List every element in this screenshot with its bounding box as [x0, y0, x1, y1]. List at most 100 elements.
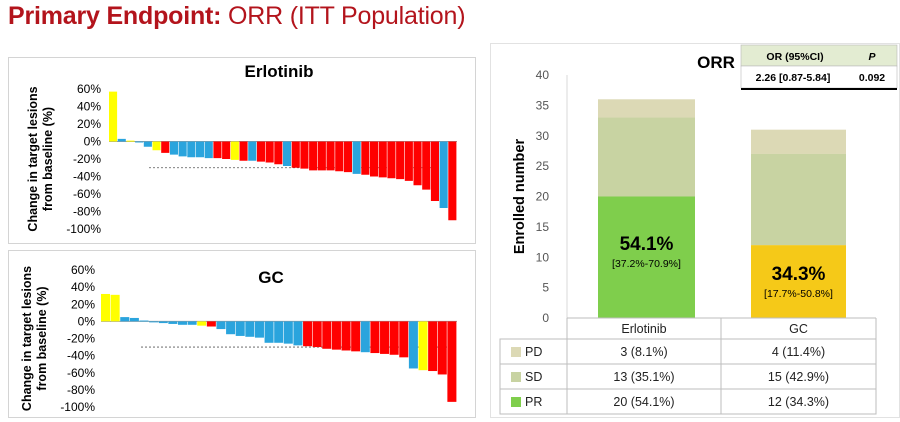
gc-bar — [235, 321, 245, 336]
stats-table-or-value: 2.26 [0.87-5.84] — [756, 72, 831, 84]
orr-ytick-label: 40 — [536, 68, 550, 82]
gc-waterfall-panel: GC Change in target lesionsfrom baseline … — [8, 250, 476, 418]
erlotinib-bar — [387, 141, 396, 179]
gc-bar — [322, 321, 332, 349]
orr-ytick-label: 0 — [542, 311, 549, 325]
table-legend-swatch — [511, 347, 521, 357]
gc-ytick-label: -100% — [60, 400, 95, 414]
gc-bar — [408, 321, 418, 369]
erlotinib-ytick-label: 60% — [77, 82, 101, 96]
gc-bar — [437, 321, 447, 375]
erlotinib-bar — [196, 141, 205, 158]
erlotinib-bar — [422, 141, 431, 190]
gc-bar — [303, 321, 313, 347]
orr-annotation-ci: [17.7%-50.8%] — [764, 288, 833, 300]
table-cell: 3 (8.1%) — [620, 345, 667, 359]
erlotinib-ylabel-line1: Change in target lesions — [26, 86, 40, 231]
orr-ytick-label: 5 — [542, 281, 549, 295]
erlotinib-bar — [135, 141, 144, 143]
gc-bar — [351, 321, 361, 352]
erlotinib-title: Erlotinib — [245, 62, 314, 81]
gc-bar — [399, 321, 409, 358]
gc-bar — [254, 321, 264, 338]
gc-bar — [418, 321, 428, 371]
erlotinib-bar — [256, 141, 265, 162]
orr-stacked-bar-chart: ORR OR (95%CI) P 2.26 [0.87-5.84] 0.092 Enrol… — [499, 44, 898, 415]
gc-bar — [226, 321, 236, 335]
erlotinib-bar — [352, 141, 361, 174]
erlotinib-bar — [378, 141, 387, 178]
erlotinib-bar — [326, 141, 335, 171]
gc-ytick-label: -80% — [67, 383, 95, 397]
gc-bar — [187, 321, 197, 325]
erlotinib-waterfall-panel: Erlotinib Change in target lesionsfrom ba… — [8, 57, 476, 244]
orr-bar-sd — [751, 153, 846, 246]
gc-ytick-label: -40% — [67, 349, 95, 363]
table-cell: 12 (34.3%) — [768, 395, 829, 409]
orr-bar-pr — [598, 196, 695, 318]
erlotinib-bar — [204, 141, 213, 159]
erlotinib-ytick-label: -60% — [73, 187, 101, 201]
erlotinib-bar — [335, 141, 344, 172]
table-cell: 15 (42.9%) — [768, 370, 829, 384]
erlotinib-bar — [361, 141, 370, 175]
gc-bar — [360, 321, 370, 353]
orr-bar-pd — [598, 99, 695, 118]
gc-bar — [206, 321, 216, 327]
orr-bar-pr — [751, 245, 846, 318]
gc-bar — [264, 321, 274, 343]
erlotinib-bar — [143, 141, 152, 147]
gc-ytick-label: 0% — [78, 314, 96, 328]
table-legend-swatch — [511, 397, 521, 407]
gc-ylabel: Change in target lesionsfrom baseline (%… — [20, 266, 49, 411]
erlotinib-bar — [309, 141, 318, 171]
orr-ylabel: Enrolled number — [512, 139, 528, 255]
erlotinib-bar — [317, 141, 326, 171]
erlotinib-ylabel: Change in target lesionsfrom baseline (%… — [26, 86, 55, 231]
gc-ytick-label: 60% — [71, 263, 95, 277]
gc-bar — [177, 321, 187, 325]
erlotinib-bar — [213, 141, 222, 159]
erlotinib-bar — [396, 141, 405, 180]
gc-bar — [447, 321, 457, 402]
erlotinib-bar — [187, 141, 196, 158]
erlotinib-bar — [300, 141, 309, 169]
stats-table-header-p: P — [868, 51, 876, 63]
erlotinib-bar — [169, 141, 178, 155]
gc-bar — [120, 317, 130, 322]
gc-bar — [380, 321, 390, 354]
orr-title: ORR — [697, 53, 735, 72]
gc-bar — [245, 321, 255, 337]
gc-bar — [158, 321, 168, 324]
gc-bar — [331, 321, 341, 350]
table-row — [499, 363, 877, 390]
erlotinib-ytick-label: 40% — [77, 100, 101, 114]
gc-bar — [293, 321, 303, 346]
orr-ytick-label: 20 — [536, 190, 550, 204]
gc-bar — [110, 294, 120, 322]
title-rest: ORR (ITT Population) — [221, 2, 466, 30]
table-cell: 13 (35.1%) — [613, 370, 674, 384]
gc-bar — [149, 321, 159, 323]
stats-table-p-value: 0.092 — [859, 72, 885, 84]
gc-bar — [312, 321, 322, 348]
orr-ytick-label: 30 — [536, 129, 550, 143]
erlotinib-ytick-label: 0% — [84, 135, 102, 149]
gc-ytick-label: 40% — [71, 280, 95, 294]
erlotinib-bar — [117, 138, 126, 142]
table-header-erlotinib: Erlotinib — [621, 322, 666, 336]
erlotinib-bar — [448, 141, 457, 221]
orr-chart-panel: ORR OR (95%CI) P 2.26 [0.87-5.84] 0.092 Enrol… — [490, 43, 900, 418]
gc-bar — [101, 293, 111, 322]
table-cell: 20 (54.1%) — [613, 395, 674, 409]
erlotinib-bar — [291, 141, 300, 168]
gc-bar — [168, 321, 178, 324]
gc-bar — [428, 321, 438, 372]
gc-bar — [370, 321, 380, 354]
stats-table-header-or: OR (95%CI) — [766, 51, 823, 63]
erlotinib-bar — [439, 141, 448, 208]
gc-ytick-label: -60% — [67, 366, 95, 380]
title-bold: Primary Endpoint: — [8, 2, 222, 30]
table-row-label: SD — [525, 370, 542, 384]
orr-ytick-label: 35 — [536, 98, 550, 112]
